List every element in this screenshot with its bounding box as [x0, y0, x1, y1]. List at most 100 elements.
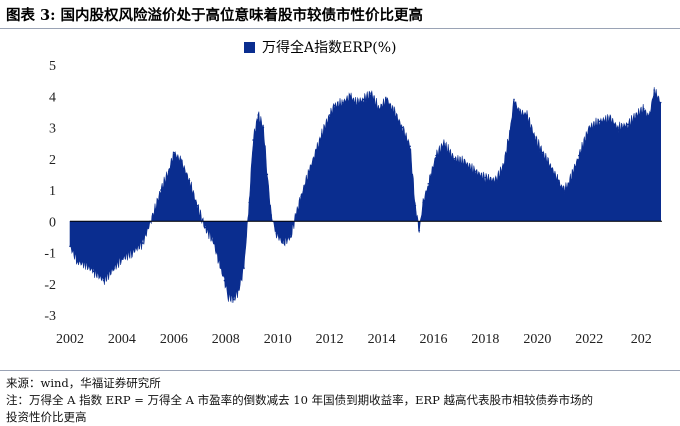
y-tick-label: 2: [49, 153, 56, 168]
x-tick-label: 2006: [160, 332, 188, 347]
erp-data-point: [609, 117, 611, 119]
y-tick-label: 4: [49, 90, 56, 105]
erp-data-point: [409, 145, 411, 148]
erp-data-point: [262, 126, 265, 129]
erp-data-point: [188, 179, 191, 182]
erp-data-point: [252, 139, 254, 141]
erp-data-point: [103, 279, 105, 282]
erp-data-point: [289, 236, 292, 238]
erp-data-point: [349, 95, 352, 98]
erp-data-point: [370, 92, 373, 94]
erp-data-point: [204, 226, 206, 229]
erp-data-point: [173, 151, 175, 154]
x-tick-label: 2022: [575, 332, 603, 347]
erp-data-point: [534, 136, 536, 138]
erp-data-point: [354, 101, 357, 104]
erp-data-point: [422, 201, 424, 204]
erp-data-point: [453, 158, 456, 160]
erp-data-point: [196, 204, 198, 207]
x-tick-label: 2004: [108, 332, 136, 347]
erp-data-point: [315, 148, 318, 151]
erp-data-point: [648, 117, 650, 119]
y-tick-label: -2: [44, 278, 56, 293]
erp-data-point: [598, 120, 601, 123]
erp-data-point: [321, 133, 323, 135]
erp-data-point: [282, 242, 284, 244]
erp-data-point: [393, 111, 396, 113]
erp-data-point: [227, 295, 230, 298]
erp-data-point: [270, 214, 273, 216]
top-divider: [0, 28, 680, 29]
erp-data-point: [300, 195, 302, 198]
erp-data-point: [257, 114, 260, 116]
erp-data-point: [617, 126, 619, 129]
erp-data-point: [526, 114, 528, 116]
erp-data-point: [378, 108, 380, 110]
erp-data-point: [502, 164, 505, 166]
erp-data-point: [513, 98, 515, 101]
erp-data-point: [223, 279, 226, 282]
erp-data-point: [484, 176, 487, 179]
erp-data-point: [588, 126, 591, 129]
erp-data-point: [627, 123, 629, 126]
erp-data-point: [238, 289, 240, 291]
x-tick-label: 2012: [316, 332, 344, 347]
y-tick-label: 0: [49, 215, 56, 230]
x-tick-label: 2008: [212, 332, 240, 347]
erp-data-point: [509, 129, 511, 132]
erp-data-point: [77, 261, 79, 263]
erp-data-point: [167, 170, 170, 173]
erp-data-point: [248, 201, 250, 204]
erp-data-point: [549, 164, 552, 166]
legend-label: 万得全A指数ERP(%): [262, 39, 397, 56]
chart-legend: 万得全A指数ERP(%): [244, 39, 397, 56]
x-tick-label: 2016: [420, 332, 448, 347]
x-tick-label: 2002: [56, 332, 84, 347]
erp-data-point: [160, 189, 162, 191]
y-tick-label: 1: [49, 184, 56, 199]
erp-data-point: [557, 179, 559, 182]
erp-data-point: [495, 179, 497, 182]
erp-data-point: [113, 267, 115, 269]
erp-data-point: [334, 104, 336, 107]
chart-notes: 来源：wind，华福证券研究所 注：万得全 A 指数 ERP = 万得全 A 市…: [6, 375, 674, 426]
y-tick-label: 5: [49, 59, 56, 74]
erp-data-point: [418, 229, 421, 232]
bottom-divider: [0, 370, 680, 371]
figure-title: 图表 3: 国内股权风险溢价处于高位意味着股市较债市性价比更高: [6, 7, 424, 24]
erp-data-point: [578, 154, 580, 157]
source-note: 来源：wind，华福证券研究所: [6, 376, 161, 390]
x-tick-label: 2014: [368, 332, 396, 347]
y-tick-label: -3: [44, 309, 56, 324]
x-tick-label: 2020: [523, 332, 551, 347]
erp-data-point: [219, 267, 222, 269]
erp-data-point: [659, 101, 662, 104]
erp-data-point: [474, 170, 476, 173]
erp-data-point: [518, 111, 520, 113]
erp-data-point: [232, 298, 235, 301]
definition-note-line2: 投资性价比更高: [6, 410, 87, 424]
x-tick-label: 2018: [471, 332, 499, 347]
erp-data-point: [141, 242, 144, 244]
erp-series-area: [69, 87, 661, 304]
erp-data-point: [567, 183, 570, 185]
erp-data-point: [308, 170, 310, 173]
erp-data-point: [295, 214, 297, 216]
erp-data-point: [401, 126, 404, 129]
erp-data-point: [643, 108, 645, 110]
y-tick-label: 3: [49, 122, 56, 137]
erp-data-point: [275, 233, 278, 235]
erp-data-point: [341, 101, 344, 104]
erp-data-point: [328, 114, 331, 116]
erp-data-point: [463, 161, 466, 163]
erp-data-point: [635, 114, 637, 116]
erp-data-point: [212, 239, 214, 241]
erp-data-point: [266, 173, 269, 176]
y-tick-label: -1: [44, 247, 56, 262]
erp-data-point: [131, 251, 134, 254]
erp-data-point: [84, 264, 87, 266]
erp-data-point: [152, 214, 154, 216]
erp-data-point: [541, 151, 544, 154]
x-tick-label: 2010: [264, 332, 292, 347]
